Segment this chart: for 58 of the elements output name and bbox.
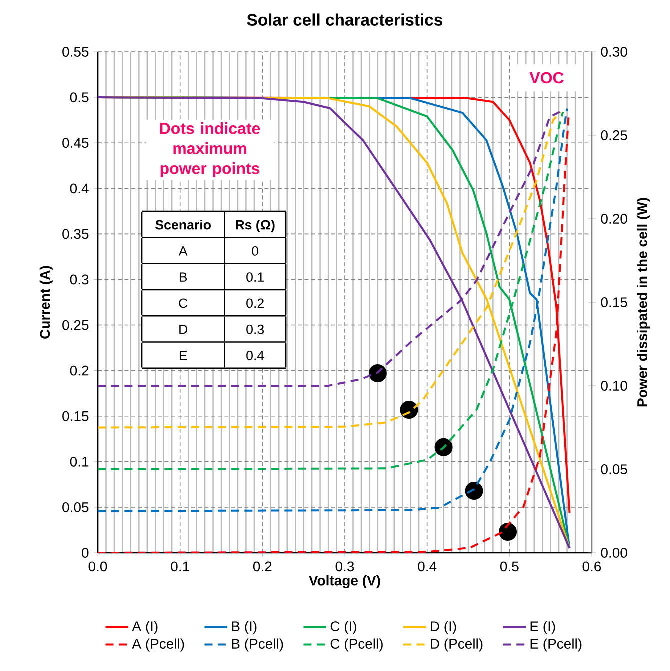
- y-tick-label: 0.25: [62, 320, 89, 330]
- legend-label: C (I): [330, 621, 356, 634]
- annotation: 0.1: [246, 272, 264, 282]
- point: [465, 482, 484, 500]
- annotation: D: [180, 324, 188, 334]
- point: [434, 438, 453, 456]
- annotation: Rs (Ω): [236, 220, 275, 232]
- y2-tick-label: 0.05: [601, 464, 628, 474]
- y2-tick-label: 0.30: [601, 47, 628, 57]
- annotation: A: [178, 246, 188, 256]
- legend-label: B (Pcell): [232, 638, 284, 652]
- annotation: Scenario: [156, 220, 211, 230]
- y2-tick-label: 0.20: [601, 214, 628, 224]
- y-tick-label: 0.1: [70, 456, 89, 467]
- y-tick-label: 0.05: [62, 502, 89, 512]
- legend-label: A (I): [132, 621, 158, 634]
- annotation: VOC: [530, 72, 564, 84]
- y-tick-label: 0.35: [62, 229, 89, 240]
- legend-label: D (Pcell): [431, 638, 483, 652]
- y-tick-label: 0.55: [62, 47, 89, 57]
- legend-label: E (Pcell): [530, 638, 582, 652]
- annotation: 0: [252, 246, 259, 256]
- x-tick-label: 0.1: [171, 562, 190, 572]
- legend-label: C (Pcell): [330, 638, 383, 652]
- y-tick-label: 0.45: [62, 138, 89, 148]
- y-tick-label: 0.15: [62, 411, 89, 422]
- y-axis-title: Current (A): [40, 266, 53, 339]
- y2-tick-label: 0.25: [601, 130, 628, 140]
- y-tick-label: 0.2: [70, 366, 89, 376]
- y2-tick-label: 0.15: [601, 298, 628, 308]
- x-tick-label: 0.6: [582, 562, 602, 572]
- annotation: E: [180, 351, 188, 360]
- y-tick-label: 0: [82, 548, 89, 558]
- annotation: 0.2: [246, 298, 264, 308]
- annotation: 0.3: [246, 324, 264, 334]
- y2-tick-label: 0.00: [601, 548, 628, 558]
- y2-axis-title: Power dissipated in the cell (W): [637, 198, 650, 407]
- annotation: Dots indicate maximum power points: [160, 122, 260, 178]
- chart-title: Solar cell characteristics: [247, 14, 442, 26]
- x-axis-title: Voltage (V): [309, 575, 380, 589]
- legend-label: D (I): [431, 621, 456, 634]
- point: [499, 523, 518, 542]
- x-tick-label: 0.0: [88, 562, 108, 572]
- x-tick-label: 0.4: [418, 562, 437, 572]
- annotation: B: [180, 272, 188, 282]
- y-tick-label: 0.5: [70, 92, 89, 103]
- x-tick-label: 0.2: [253, 562, 272, 572]
- y-tick-label: 0.3: [70, 274, 89, 285]
- y2-tick-label: 0.10: [601, 381, 628, 391]
- annotation: C: [179, 298, 188, 308]
- x-tick-label: 0.3: [336, 562, 354, 572]
- legend-label: B (I): [232, 621, 257, 634]
- y-tick-label: 0.4: [70, 184, 89, 194]
- legend-label: E (I): [530, 621, 556, 634]
- x-tick-label: 0.5: [500, 562, 519, 572]
- annotation: 0.4: [246, 350, 264, 360]
- point: [368, 364, 387, 383]
- legend-label: A (Pcell): [132, 638, 184, 652]
